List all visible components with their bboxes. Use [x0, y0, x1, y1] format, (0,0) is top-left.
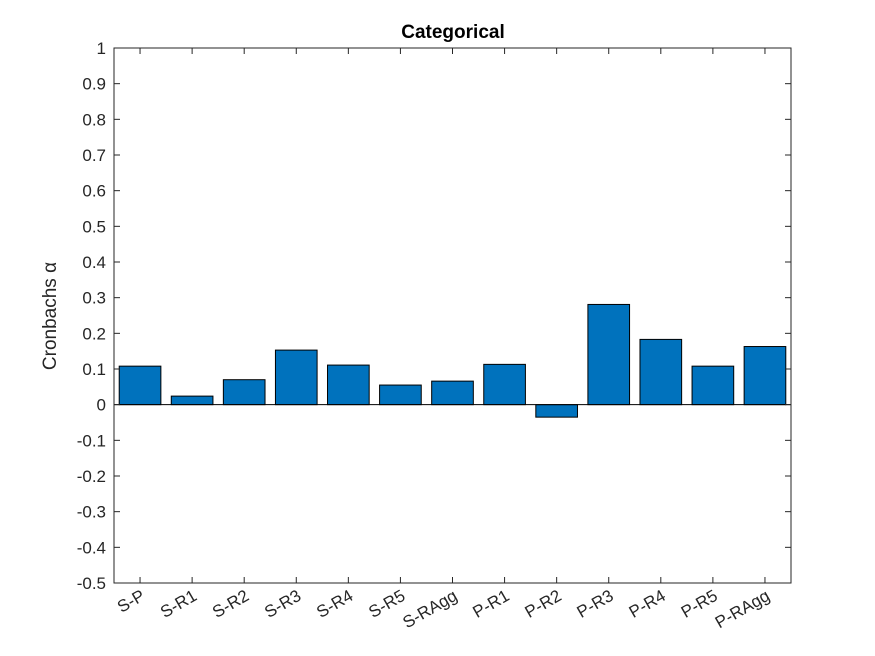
y-tick-label: 0.8: [82, 110, 106, 129]
y-tick-label: 0: [97, 396, 106, 415]
y-tick-label: -0.4: [77, 538, 106, 557]
chart-title: Categorical: [401, 22, 504, 43]
y-tick-label: -0.1: [77, 431, 106, 450]
y-tick-label: 0.3: [82, 289, 106, 308]
bar-s-ragg: [431, 380, 474, 406]
y-tick-label: 0.7: [82, 146, 106, 165]
y-tick-label: 0.1: [82, 360, 106, 379]
y-axis-label: Cronbachs α: [40, 262, 61, 370]
x-tick-label-p-r4: P-R4: [626, 586, 669, 622]
bar-p-r3: [587, 303, 631, 406]
x-tick-label-s-r1: S-R1: [157, 586, 200, 622]
bar-p-ragg: [743, 346, 787, 406]
y-tick-label: 0.2: [82, 324, 106, 343]
x-tick-label-p-r1: P-R1: [470, 586, 513, 622]
bar-s-r1: [170, 395, 214, 406]
y-tick-label: 0.4: [82, 253, 106, 272]
y-tick-label: -0.3: [77, 503, 106, 522]
x-tick-label-s-r3: S-R3: [261, 586, 304, 622]
y-tick-label: 0.6: [82, 182, 106, 201]
plot-area: -0.5 -0.4 -0.3 -0.2 -0.1 0 0.1 0.2 0.3 0.4 0.5 0.6 0…: [77, 39, 792, 632]
x-tick-label-p-ragg: P-RAgg: [712, 586, 773, 632]
x-tick-label-s-r4: S-R4: [313, 586, 356, 622]
y-tick-label: -0.2: [77, 467, 106, 486]
bar-s-r5: [379, 384, 422, 406]
y-tick-label: -0.5: [77, 574, 106, 593]
bar-s-r2: [222, 379, 266, 406]
bar-s-r4: [327, 364, 370, 406]
y-tick-label: 0.9: [82, 75, 106, 94]
bar-p-r2: [535, 404, 578, 418]
y-tick-label: 1: [97, 39, 106, 58]
axes-box: [113, 47, 792, 584]
bar-s-r3: [274, 349, 318, 406]
bar-s-p: [118, 365, 162, 406]
bar-p-r4: [639, 338, 683, 406]
bar-p-r1: [483, 363, 526, 406]
bar-p-r5: [691, 365, 735, 406]
x-tick-label-p-r2: P-R2: [522, 586, 565, 622]
x-tick-label-s-p: S-P: [114, 586, 148, 617]
x-tick-label-s-r2: S-R2: [209, 586, 252, 622]
y-tick-label: 0.5: [82, 217, 106, 236]
x-tick-label-s-ragg: S-RAgg: [399, 586, 460, 632]
x-tick-label-p-r3: P-R3: [574, 586, 617, 622]
